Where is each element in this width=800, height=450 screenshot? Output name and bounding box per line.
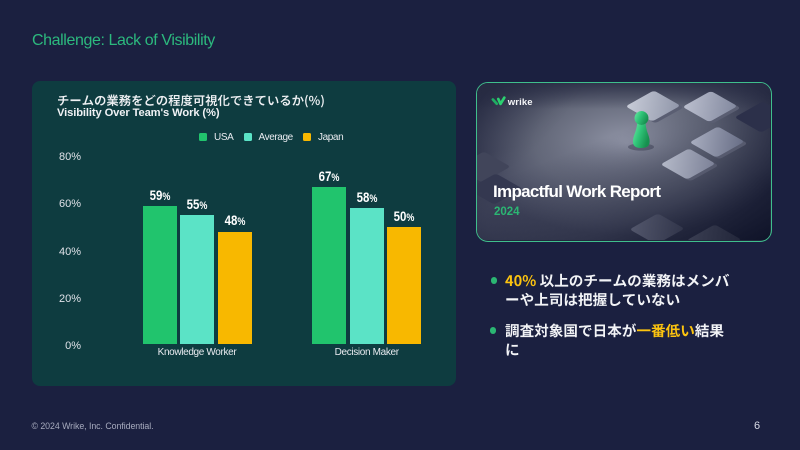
svg-text:wrike: wrike [507, 97, 533, 108]
